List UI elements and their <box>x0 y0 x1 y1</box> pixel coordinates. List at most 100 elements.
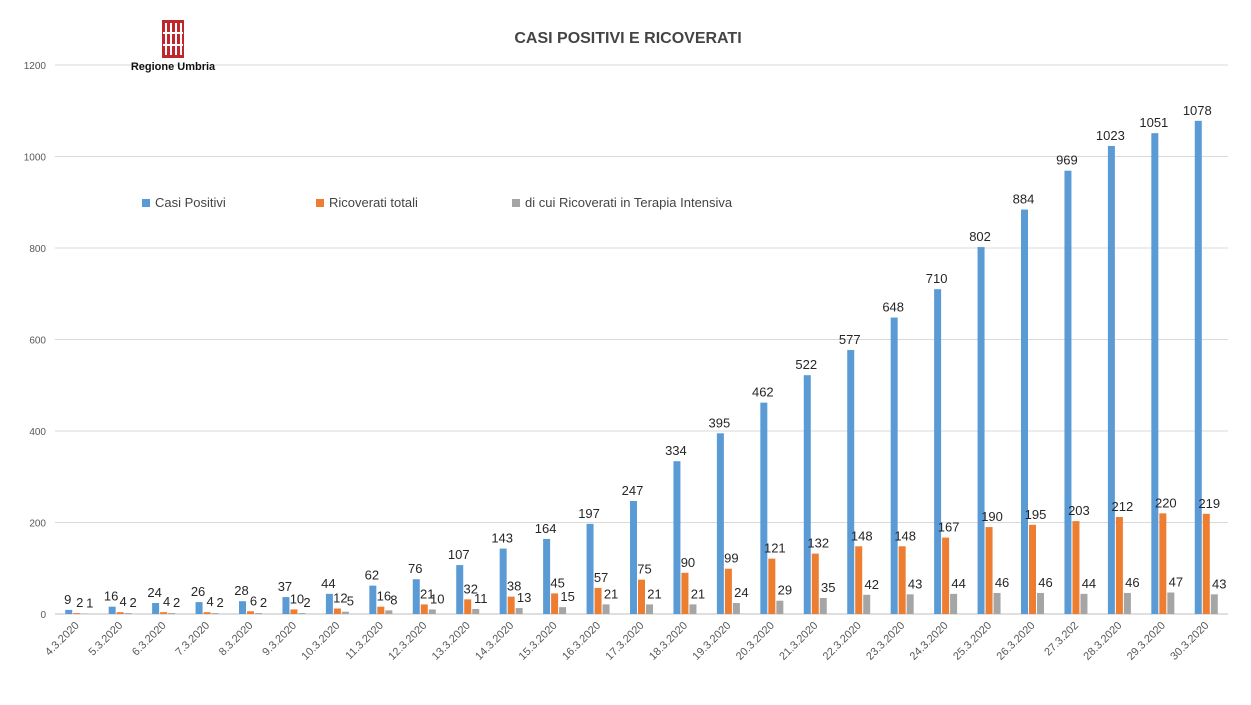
bar <box>1080 593 1088 614</box>
bar <box>160 612 168 614</box>
legend-label-ricoverati-totali: Ricoverati totali <box>329 195 418 210</box>
data-label: 15 <box>560 589 574 604</box>
data-label: 44 <box>321 576 335 591</box>
data-label: 2 <box>76 595 83 610</box>
bar <box>239 601 246 614</box>
y-tick-label: 600 <box>29 336 46 347</box>
legend-swatch-ricoverati-totali <box>316 198 324 207</box>
x-tick-label: 7.3.2020 <box>173 620 212 659</box>
bar <box>724 568 732 614</box>
bar <box>855 546 863 614</box>
bar <box>681 572 689 614</box>
logo-emblem-icon <box>162 20 184 58</box>
data-label: 28 <box>234 583 248 598</box>
bar <box>1029 524 1036 614</box>
data-label: 37 <box>278 579 292 594</box>
bar <box>428 609 436 614</box>
x-tick-label: 18.3.2020 <box>647 620 690 663</box>
data-label: 1051 <box>1139 115 1168 130</box>
data-label: 62 <box>365 568 379 583</box>
chart-title: CASI POSITIVI E RICOVERATI <box>514 30 742 47</box>
x-tick-label: 17.3.2020 <box>604 620 647 663</box>
bar <box>732 603 740 614</box>
x-tick-label: 29.3.2020 <box>1125 620 1168 663</box>
bar <box>341 611 349 614</box>
data-label: 4 <box>120 594 127 609</box>
data-label: 395 <box>709 415 731 430</box>
data-label: 143 <box>491 531 513 546</box>
x-tick-label: 23.3.2020 <box>864 620 907 663</box>
data-label: 164 <box>535 521 557 536</box>
bar <box>282 597 290 614</box>
legend-swatch-terapia-intensiva <box>512 198 520 207</box>
x-tick-label: 19.3.2020 <box>690 620 733 663</box>
data-label: 38 <box>507 579 521 594</box>
bar <box>1123 592 1131 614</box>
x-tick-label: 9.3.2020 <box>260 620 299 659</box>
x-tick-label: 30.3.2020 <box>1168 620 1211 663</box>
data-label: 4 <box>163 594 170 609</box>
bar <box>499 548 507 614</box>
bar <box>507 596 515 614</box>
bar <box>472 608 480 614</box>
bar <box>377 606 385 614</box>
bar <box>108 606 116 614</box>
data-label: 21 <box>420 586 434 601</box>
bar <box>716 433 724 614</box>
data-label: 76 <box>408 561 422 576</box>
bar <box>1151 133 1159 615</box>
bar <box>602 604 610 614</box>
data-label: 969 <box>1056 153 1078 168</box>
data-label: 57 <box>594 570 608 585</box>
y-tick-label: 1000 <box>24 153 47 164</box>
data-label: 2 <box>173 595 180 610</box>
bar <box>551 593 559 614</box>
data-label: 167 <box>938 520 960 535</box>
data-label: 462 <box>752 385 774 400</box>
x-tick-label: 21.3.2020 <box>777 620 820 663</box>
bar <box>1167 592 1175 614</box>
data-label: 2 <box>260 595 267 610</box>
bar <box>638 579 645 614</box>
bar <box>1072 521 1080 614</box>
bar <box>255 613 262 614</box>
bar <box>369 585 377 614</box>
bar <box>906 594 914 614</box>
data-label: 195 <box>1025 507 1047 522</box>
bar <box>776 600 784 614</box>
x-tick-label: 28.3.2020 <box>1081 620 1124 663</box>
bar <box>152 603 160 614</box>
data-label: 2 <box>130 595 137 610</box>
bar <box>203 612 211 614</box>
data-label: 29 <box>778 583 792 598</box>
y-tick-label: 200 <box>29 519 46 530</box>
data-label: 8 <box>390 592 397 607</box>
data-label: 190 <box>981 509 1003 524</box>
bar <box>1064 170 1072 614</box>
data-label: 1078 <box>1183 103 1212 118</box>
data-label: 710 <box>926 271 948 286</box>
data-label: 1023 <box>1096 128 1125 143</box>
data-label: 4 <box>206 594 213 609</box>
data-label: 2 <box>303 595 310 610</box>
bar <box>464 599 472 614</box>
bar <box>1037 592 1044 614</box>
data-label: 9 <box>64 592 71 607</box>
bar <box>211 613 219 614</box>
x-tick-label: 15.3.2020 <box>517 620 560 663</box>
bar <box>325 593 333 614</box>
data-label: 16 <box>377 589 391 604</box>
bar <box>543 538 551 614</box>
bar <box>993 592 1001 614</box>
data-label: 21 <box>691 586 705 601</box>
data-label: 13 <box>517 590 531 605</box>
data-label: 107 <box>448 547 470 562</box>
data-label: 10 <box>430 591 444 606</box>
bar <box>124 613 132 614</box>
data-label: 219 <box>1198 496 1220 511</box>
bar <box>630 500 637 614</box>
data-label: 43 <box>1212 576 1226 591</box>
bar <box>760 402 768 614</box>
legend-item-terapia-intensiva: di cui Ricoverati in Terapia Intensiva <box>512 195 732 210</box>
